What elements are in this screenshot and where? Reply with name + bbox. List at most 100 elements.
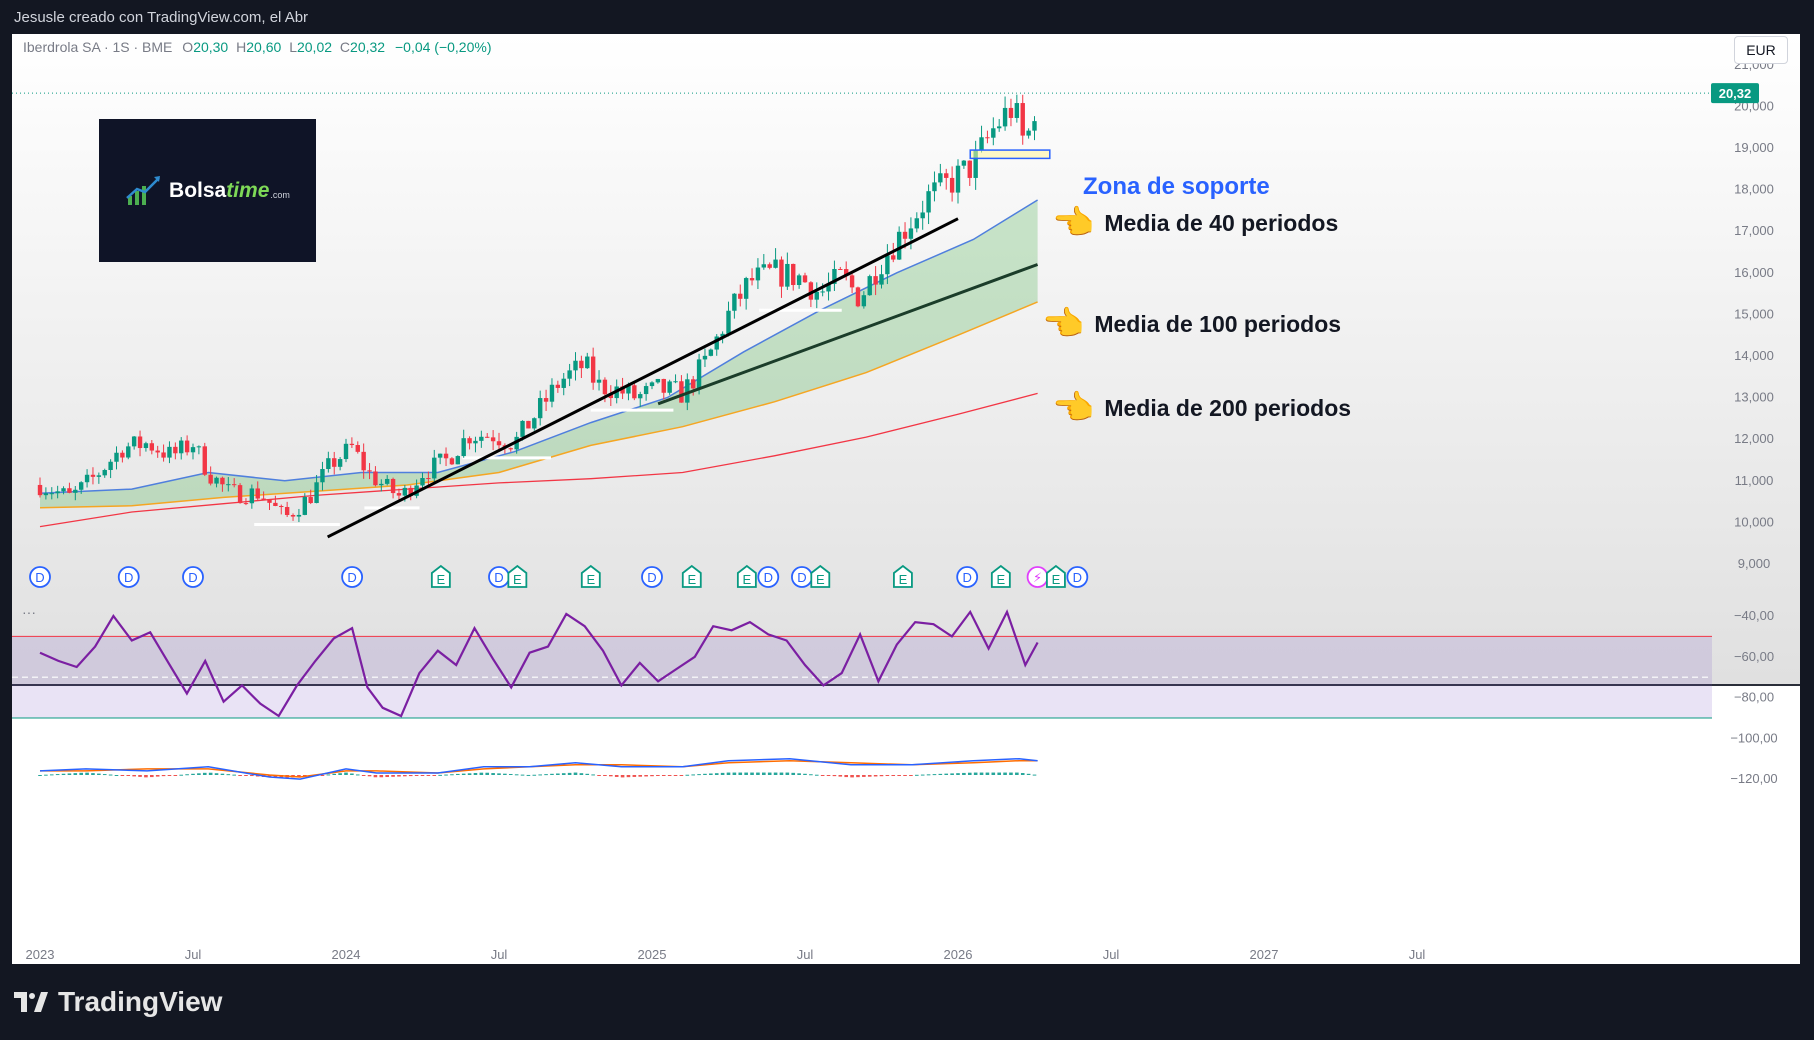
macd-histogram-bar [814,774,819,776]
macd-histogram-bar [703,773,707,775]
macd-histogram-bar [202,772,207,775]
macd-histogram-bar [438,774,442,776]
macd-histogram-bar [514,774,519,776]
macd-histogram-bar [926,774,931,776]
pane-menu-dots[interactable]: ··· [22,604,36,620]
macd-histogram-bar [197,773,201,775]
candle-body [714,336,719,350]
candle-body [314,482,319,504]
macd-histogram-bar [179,774,184,776]
ma200-annotation[interactable]: 👈 Media de 200 periodos [1052,388,1351,428]
macd-histogram-bar [1003,772,1007,775]
earnings-event-label: E [816,572,825,587]
rsi-line [39,609,1039,718]
macd-histogram-bar [185,774,189,776]
candle-body [1026,130,1031,136]
candle-body [343,443,349,460]
macd-histogram-bar [809,774,813,776]
macd-histogram-bar [779,772,784,775]
earnings-event-label: E [743,572,752,587]
candle-body [808,282,814,300]
ma100-annotation[interactable]: 👈 Media de 100 periodos [1042,304,1341,344]
macd-histogram-bar [879,775,884,777]
macd-histogram-bar [491,773,495,775]
support-zone-box [969,149,1051,160]
candle-body [902,231,908,239]
candle-body [726,310,731,334]
macd-histogram-bar [114,775,119,776]
macd-histogram-bar [614,775,619,777]
candle-body [102,469,107,476]
candle-body [108,461,113,470]
macd-histogram-bar [102,774,107,776]
dividend-event-marker [182,566,204,588]
ma40-line [39,199,1038,495]
macd-histogram-bar [873,775,878,777]
macd-histogram-bar [532,774,537,776]
candle-body [267,499,272,503]
earnings-event-marker [430,564,451,588]
support-zone-label[interactable]: Zona de soporte [1083,173,1270,200]
macd-histogram-bar [426,775,431,776]
earnings-event-marker [990,564,1011,588]
macd-histogram-bar [508,773,513,775]
last-price-label: 20,32 [1719,86,1752,101]
chart-frame[interactable]: 2023 Jul 2024 Jul 2025 Jul 2026 Jul 2027 Jul 9,000… [12,34,1800,964]
candle-body [914,218,920,229]
candle-body [67,488,72,493]
macd-histogram-bar [832,775,837,777]
macd-histogram-bar [661,775,666,776]
macd-histogram-bar [373,775,378,778]
candle-body [532,418,537,429]
price-axis-tick-label: 13,000 [1734,390,1774,405]
candle-body [861,295,867,307]
ma40-annotation[interactable]: 👈 Media de 40 periodos [1052,203,1338,243]
tradingview-logo[interactable]: TradingView [14,986,222,1018]
ma40-label: Media de 40 periodos [1104,209,1339,236]
dividend-event-marker [341,566,364,588]
chart-canvas[interactable]: 2023 Jul 2024 Jul 2025 Jul 2026 Jul 2027 Jul 9,000… [12,34,1800,964]
macd-histogram-bar [826,775,831,776]
legend-low-value: 20,02 [296,39,333,55]
candle-body [90,474,96,477]
macd-histogram-bar [497,773,501,775]
currency-button[interactable]: EUR [1734,36,1788,64]
candle-body [496,441,502,446]
legend-symbol[interactable]: Iberdrola SA · 1S · BME [23,39,173,55]
macd-histogram-bar [444,774,448,776]
macd-histogram-bar [1032,774,1037,776]
candle-body [332,458,337,467]
macd-histogram-bar [461,773,466,775]
candle-body [632,385,637,399]
candle-body [791,263,796,285]
candle-body [779,259,784,287]
candle-body [896,231,902,260]
macd-histogram-bar [591,774,595,776]
candle-body [296,514,302,517]
macd-histogram-bar [561,773,566,775]
candle-body [78,482,84,490]
time-axis-tick-label: Jul [491,947,508,962]
macd-histogram-bar [44,774,48,776]
candle-body [961,160,967,166]
indicator-axis-tick-label: −80,00 [1734,690,1774,705]
macd-histogram-bar [803,773,807,775]
time-axis[interactable] [12,936,1800,964]
macd-histogram-bar [108,774,113,776]
indicator-pane[interactable] [12,686,1800,936]
candle-body [426,478,431,480]
candle-body [643,386,649,395]
ma100-label: Media de 100 periodos [1094,310,1342,337]
macd-histogram-bar [791,772,796,775]
candle-body [537,398,543,419]
candle-body [1032,121,1037,131]
candle-body [137,436,143,449]
macd-histogram-bar [432,775,437,776]
candle-body [373,471,378,486]
candle-body [696,359,702,389]
candle-body [849,275,855,288]
macd-histogram-bar [450,774,454,776]
macd-histogram-bar [720,772,725,775]
macd-histogram-bar [55,774,60,776]
macd-histogram-bar [726,772,731,775]
